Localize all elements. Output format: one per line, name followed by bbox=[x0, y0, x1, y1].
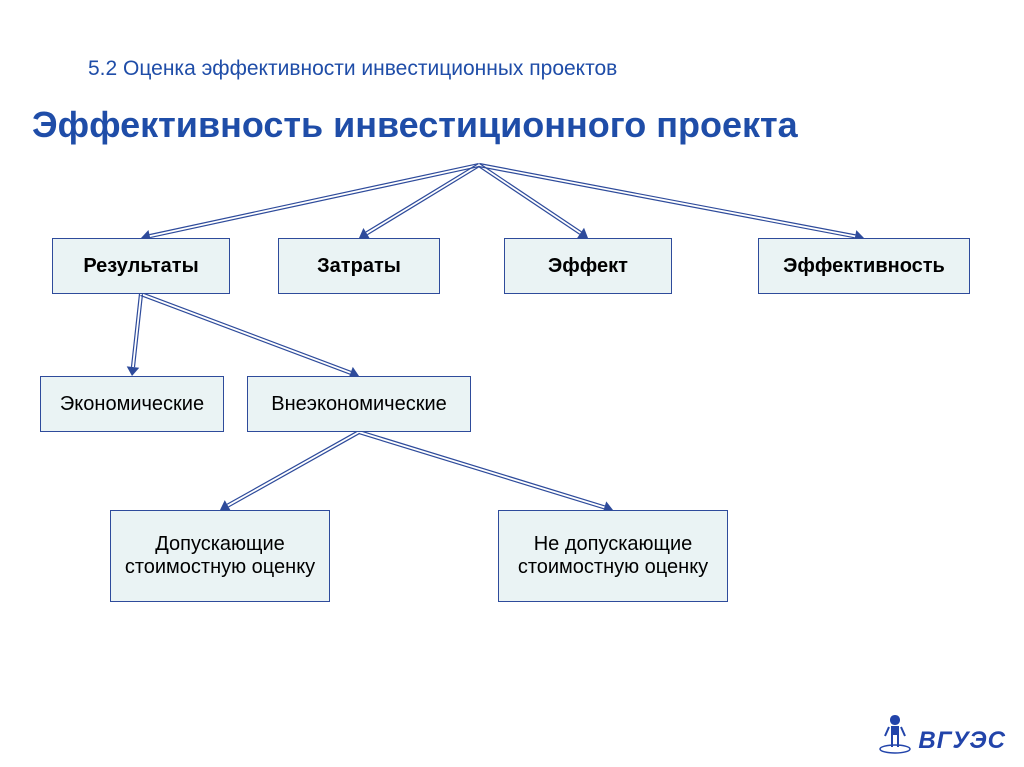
logo-text: ВГУЭС bbox=[918, 727, 1006, 755]
logo-icon bbox=[878, 709, 912, 755]
node-noneconomic: Внеэкономические bbox=[247, 376, 471, 432]
node-costs: Затраты bbox=[278, 238, 440, 294]
node-results: Результаты bbox=[52, 238, 230, 294]
node-valuable: Допускающие стоимостную оценку bbox=[110, 510, 330, 602]
slide-subtitle: 5.2 Оценка эффективности инвестиционных … bbox=[88, 57, 617, 81]
node-nonvaluable: Не допускающие стоимостную оценку bbox=[498, 510, 728, 602]
node-economic: Экономические bbox=[40, 376, 224, 432]
node-efficiency: Эффективность bbox=[758, 238, 970, 294]
logo: ВГУЭС bbox=[878, 709, 1006, 755]
slide-title: Эффективность инвестиционного проекта bbox=[32, 104, 798, 146]
node-effect: Эффект bbox=[504, 238, 672, 294]
